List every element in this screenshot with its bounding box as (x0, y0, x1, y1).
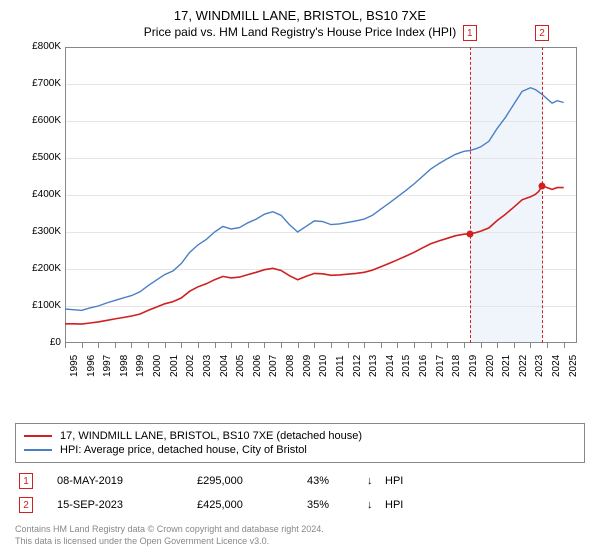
x-axis-tick-label: 2005 (235, 355, 246, 377)
x-axis-tick (264, 343, 265, 348)
x-axis-tick (464, 343, 465, 348)
x-axis-tick (115, 343, 116, 348)
x-axis-tick-label: 2025 (568, 355, 579, 377)
x-axis-tick (414, 343, 415, 348)
x-axis-tick-label: 2004 (219, 355, 230, 377)
footer-line-2: This data is licensed under the Open Gov… (15, 535, 585, 547)
x-axis-tick-label: 2001 (169, 355, 180, 377)
x-axis-tick (547, 343, 548, 348)
sale-date: 08-MAY-2019 (57, 475, 197, 487)
page-subtitle: Price paid vs. HM Land Registry's House … (8, 25, 592, 39)
sale-number-badge: 2 (19, 497, 33, 513)
footer-attribution: Contains HM Land Registry data © Crown c… (15, 523, 585, 547)
x-axis-tick-label: 1999 (135, 355, 146, 377)
x-axis-tick-label: 1997 (102, 355, 113, 377)
sale-pct: 35% (307, 499, 367, 511)
x-axis-tick (181, 343, 182, 348)
x-axis-tick (298, 343, 299, 348)
x-axis-tick-label: 2021 (501, 355, 512, 377)
sale-row: 1 08-MAY-2019£295,00043%↓HPI (15, 469, 585, 493)
price-chart: £0£100K£200K£300K£400K£500K£600K£700K£80… (15, 47, 585, 387)
x-axis-tick-label: 2019 (468, 355, 479, 377)
x-axis-tick-label: 2022 (518, 355, 529, 377)
x-axis-tick-label: 1996 (86, 355, 97, 377)
series-hpi (65, 88, 564, 311)
x-axis-tick (497, 343, 498, 348)
x-axis-tick-label: 2009 (302, 355, 313, 377)
legend-label: 17, WINDMILL LANE, BRISTOL, BS10 7XE (de… (60, 430, 362, 442)
sale-marker-line (470, 47, 471, 343)
sale-marker-number: 2 (535, 25, 549, 41)
x-axis-tick (82, 343, 83, 348)
sale-date: 15-SEP-2023 (57, 499, 197, 511)
sale-marker-dot (466, 230, 473, 237)
x-axis-tick (198, 343, 199, 348)
x-axis-tick (165, 343, 166, 348)
x-axis-tick-label: 2024 (551, 355, 562, 377)
x-axis-tick-label: 2011 (335, 355, 346, 377)
x-axis-tick-label: 2015 (401, 355, 412, 377)
x-axis-tick (131, 343, 132, 348)
x-axis-tick-label: 1998 (119, 355, 130, 377)
legend-row: HPI: Average price, detached house, City… (24, 444, 576, 456)
series-property (65, 186, 564, 324)
sale-pct: 43% (307, 475, 367, 487)
x-axis-tick-label: 2006 (252, 355, 263, 377)
x-axis-tick-label: 2002 (185, 355, 196, 377)
x-axis-tick (148, 343, 149, 348)
chart-lines (15, 47, 577, 343)
x-axis-tick (564, 343, 565, 348)
x-axis-tick-label: 2012 (352, 355, 363, 377)
x-axis-tick-label: 2008 (285, 355, 296, 377)
x-axis-tick (364, 343, 365, 348)
x-axis-tick (65, 343, 66, 348)
x-axis-tick (331, 343, 332, 348)
x-axis-tick (514, 343, 515, 348)
x-axis-tick-label: 2003 (202, 355, 213, 377)
x-axis-tick-label: 2020 (485, 355, 496, 377)
x-axis-tick-label: 2007 (268, 355, 279, 377)
x-axis-tick (215, 343, 216, 348)
x-axis-tick (98, 343, 99, 348)
down-arrow-icon: ↓ (367, 475, 385, 487)
sale-price: £425,000 (197, 499, 307, 511)
x-axis-tick (348, 343, 349, 348)
chart-legend: 17, WINDMILL LANE, BRISTOL, BS10 7XE (de… (15, 423, 585, 463)
x-axis-tick-label: 2013 (368, 355, 379, 377)
sale-suffix: HPI (385, 475, 403, 487)
x-axis-tick (397, 343, 398, 348)
x-axis-tick-label: 2010 (318, 355, 329, 377)
sale-row: 2 15-SEP-2023£425,00035%↓HPI (15, 493, 585, 517)
sale-marker-number: 1 (463, 25, 477, 41)
x-axis-tick (248, 343, 249, 348)
x-axis-tick (481, 343, 482, 348)
x-axis-tick-label: 2016 (418, 355, 429, 377)
sale-price: £295,000 (197, 475, 307, 487)
x-axis-tick-label: 2017 (435, 355, 446, 377)
x-axis-tick-label: 2018 (451, 355, 462, 377)
x-axis-tick-label: 2000 (152, 355, 163, 377)
x-axis-tick (314, 343, 315, 348)
x-axis-tick-label: 1995 (69, 355, 80, 377)
sale-number-badge: 1 (19, 473, 33, 489)
x-axis-tick-label: 2023 (534, 355, 545, 377)
footer-line-1: Contains HM Land Registry data © Crown c… (15, 523, 585, 535)
legend-swatch (24, 435, 52, 437)
page-title: 17, WINDMILL LANE, BRISTOL, BS10 7XE (8, 8, 592, 23)
x-axis-tick (381, 343, 382, 348)
sale-marker-line (542, 47, 543, 343)
sale-suffix: HPI (385, 499, 403, 511)
x-axis-tick (281, 343, 282, 348)
x-axis-tick (431, 343, 432, 348)
x-axis-tick (231, 343, 232, 348)
legend-row: 17, WINDMILL LANE, BRISTOL, BS10 7XE (de… (24, 430, 576, 442)
x-axis-tick (530, 343, 531, 348)
down-arrow-icon: ↓ (367, 499, 385, 511)
x-axis-tick (447, 343, 448, 348)
x-axis-tick-label: 2014 (385, 355, 396, 377)
legend-label: HPI: Average price, detached house, City… (60, 444, 307, 456)
sale-marker-dot (539, 182, 546, 189)
legend-swatch (24, 449, 52, 451)
